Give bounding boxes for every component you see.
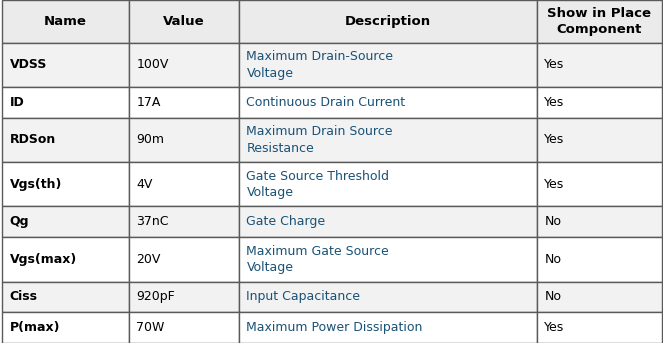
Text: Maximum Power Dissipation: Maximum Power Dissipation: [247, 321, 423, 334]
Text: Show in Place
Component: Show in Place Component: [547, 7, 651, 36]
Text: Gate Charge: Gate Charge: [247, 215, 326, 228]
Bar: [1, 162, 129, 206]
Bar: [536, 206, 662, 237]
Text: 17A: 17A: [137, 96, 161, 109]
Text: Maximum Drain Source
Resistance: Maximum Drain Source Resistance: [247, 125, 393, 155]
Text: ID: ID: [9, 96, 25, 109]
Bar: [536, 43, 662, 87]
Text: Gate Source Threshold
Voltage: Gate Source Threshold Voltage: [247, 169, 389, 199]
Text: 20V: 20V: [137, 253, 161, 266]
Text: Description: Description: [345, 15, 430, 28]
Bar: [1, 206, 129, 237]
Bar: [1, 118, 129, 162]
Text: Qg: Qg: [9, 215, 29, 228]
Bar: [239, 0, 536, 43]
Bar: [239, 43, 536, 87]
Text: RDSon: RDSon: [9, 133, 56, 146]
Bar: [129, 312, 239, 343]
Bar: [129, 87, 239, 118]
Bar: [239, 282, 536, 312]
Bar: [1, 312, 129, 343]
Text: Yes: Yes: [544, 133, 565, 146]
Text: Vgs(max): Vgs(max): [9, 253, 77, 266]
Bar: [239, 312, 536, 343]
Bar: [129, 206, 239, 237]
Bar: [239, 162, 536, 206]
Text: 4V: 4V: [137, 178, 153, 191]
Text: Maximum Drain-Source
Voltage: Maximum Drain-Source Voltage: [247, 50, 393, 80]
Bar: [536, 118, 662, 162]
Bar: [129, 162, 239, 206]
Text: Name: Name: [44, 15, 86, 28]
Text: P(max): P(max): [9, 321, 60, 334]
Bar: [1, 237, 129, 282]
Bar: [1, 43, 129, 87]
Text: No: No: [544, 253, 562, 266]
Text: No: No: [544, 291, 562, 304]
Bar: [1, 87, 129, 118]
Bar: [536, 0, 662, 43]
Bar: [239, 87, 536, 118]
Text: 90m: 90m: [137, 133, 164, 146]
Bar: [1, 282, 129, 312]
Text: 37nC: 37nC: [137, 215, 169, 228]
Text: Maximum Gate Source
Voltage: Maximum Gate Source Voltage: [247, 245, 389, 274]
Bar: [1, 0, 129, 43]
Bar: [536, 312, 662, 343]
Bar: [239, 118, 536, 162]
Text: 920pF: 920pF: [137, 291, 175, 304]
Text: Yes: Yes: [544, 321, 565, 334]
Bar: [129, 43, 239, 87]
Bar: [129, 118, 239, 162]
Bar: [239, 237, 536, 282]
Text: 70W: 70W: [137, 321, 165, 334]
Text: Continuous Drain Current: Continuous Drain Current: [247, 96, 406, 109]
Text: VDSS: VDSS: [9, 58, 47, 71]
Bar: [536, 162, 662, 206]
Text: Ciss: Ciss: [9, 291, 37, 304]
Bar: [536, 282, 662, 312]
Bar: [536, 237, 662, 282]
Text: Value: Value: [162, 15, 204, 28]
Bar: [536, 87, 662, 118]
Text: Yes: Yes: [544, 96, 565, 109]
Bar: [129, 0, 239, 43]
Bar: [239, 206, 536, 237]
Text: Yes: Yes: [544, 58, 565, 71]
Text: Vgs(th): Vgs(th): [9, 178, 62, 191]
Text: Input Capacitance: Input Capacitance: [247, 291, 361, 304]
Text: 100V: 100V: [137, 58, 169, 71]
Bar: [129, 282, 239, 312]
Bar: [129, 237, 239, 282]
Text: No: No: [544, 215, 562, 228]
Text: Yes: Yes: [544, 178, 565, 191]
